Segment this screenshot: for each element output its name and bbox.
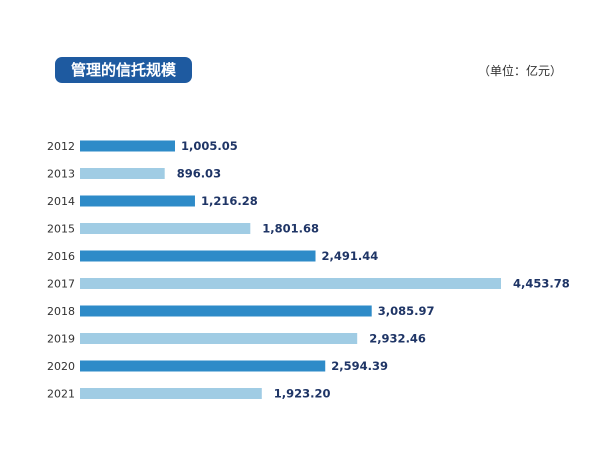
year-label: 2016 (47, 250, 75, 263)
bar-2018 (80, 305, 372, 317)
year-label: 2013 (47, 168, 75, 181)
bar-2012 (80, 140, 176, 152)
bar-2019 (80, 333, 358, 344)
value-label: 3,085.97 (378, 304, 435, 318)
year-label: 2015 (47, 223, 75, 236)
value-label: 1,801.68 (262, 222, 319, 236)
year-label: 2019 (47, 333, 75, 346)
value-label: 1,216.28 (201, 194, 258, 208)
value-label: 1,005.05 (181, 139, 238, 153)
value-label: 4,453.78 (513, 277, 570, 291)
bar-2020 (80, 360, 326, 372)
value-label: 2,491.44 (322, 249, 379, 263)
bar-2015 (80, 223, 251, 234)
value-label: 896.03 (177, 167, 221, 181)
value-label: 1,923.20 (274, 387, 331, 401)
bar-2016 (80, 250, 316, 262)
year-label: 2021 (47, 388, 75, 401)
value-label: 2,932.46 (369, 332, 426, 346)
year-label: 2017 (47, 278, 75, 291)
year-label: 2014 (47, 195, 75, 208)
year-label: 2012 (47, 140, 75, 153)
year-label: 2018 (47, 305, 75, 318)
bar-2021 (80, 388, 262, 399)
bar-2013 (80, 168, 165, 179)
chart-title: 管理的信托规模 (55, 57, 192, 83)
bar-2017 (80, 278, 501, 289)
bar-2014 (80, 195, 195, 207)
value-label: 2,594.39 (331, 359, 388, 373)
unit-label: （单位：亿元） (477, 64, 562, 78)
year-label: 2020 (47, 360, 75, 373)
